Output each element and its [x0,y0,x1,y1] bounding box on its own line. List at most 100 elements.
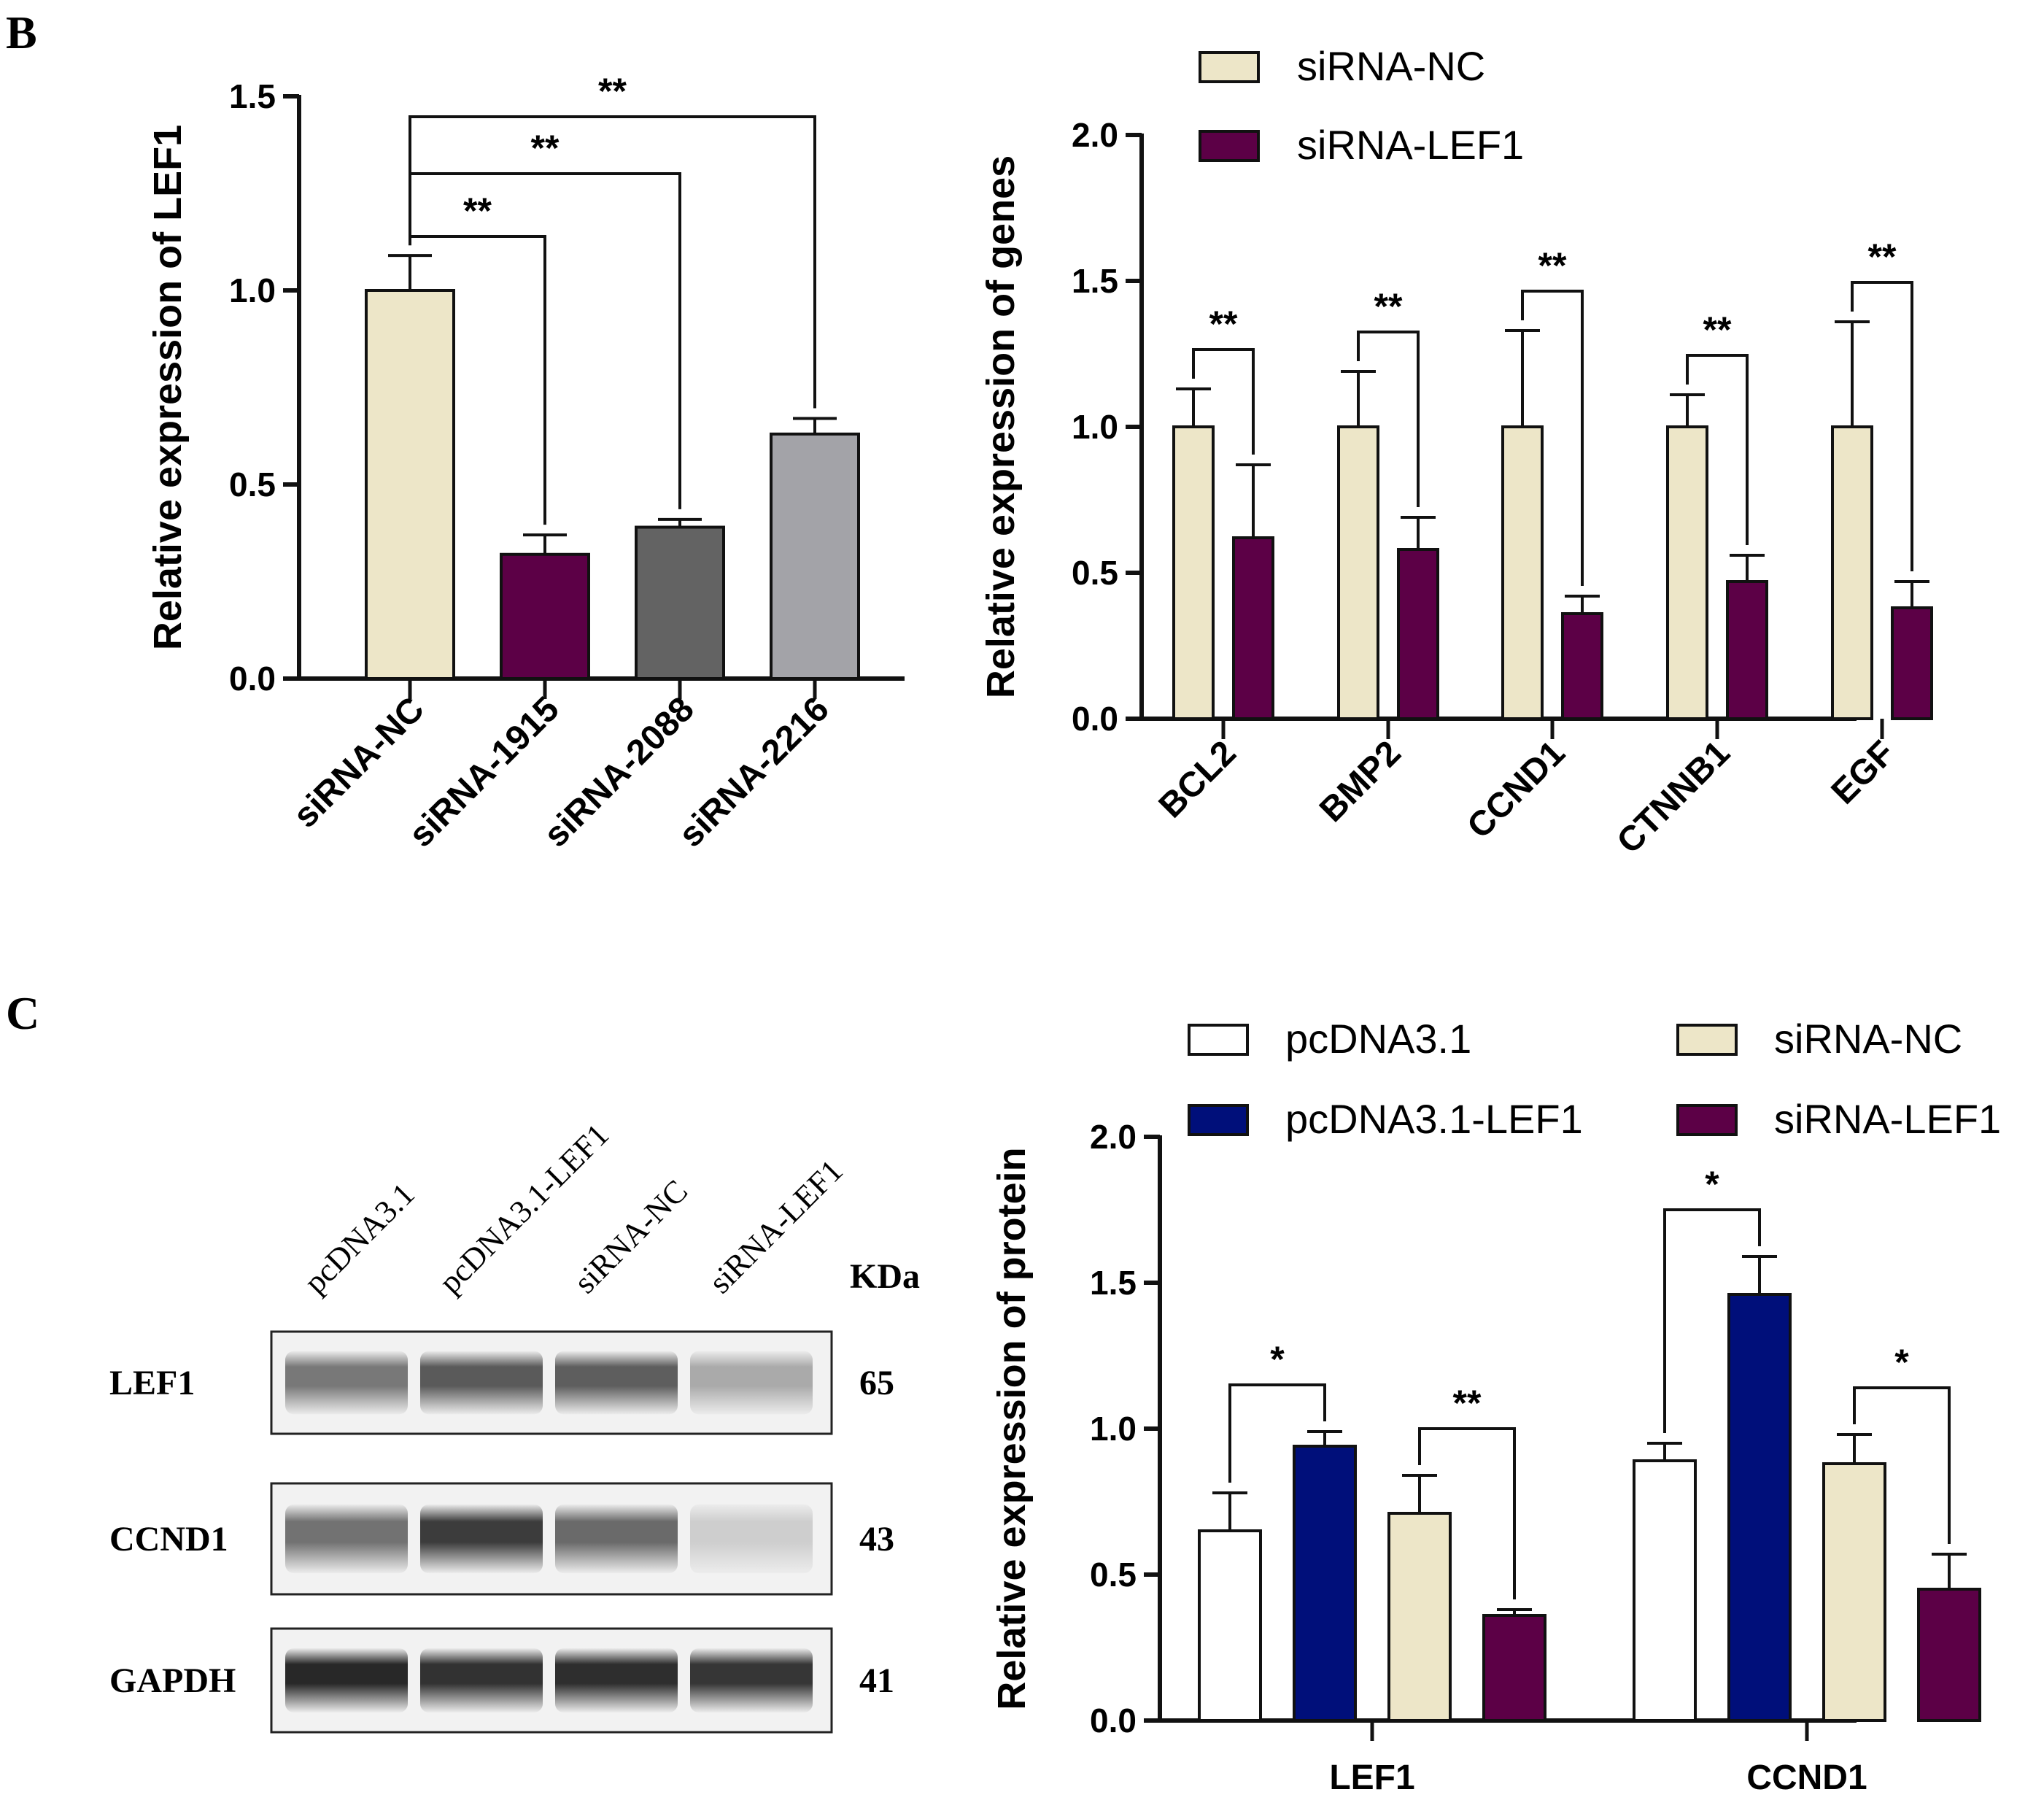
protein-significance-bracket [1853,1386,1951,1544]
panel-letter-b: B [6,7,37,58]
genes-bar-BCL2-siRNA-NC [1172,425,1215,720]
genes-bar-EGF-siRNA-LEF1 [1891,606,1933,720]
chart-target-genes: 0.0 0.5 1.0 1.5 2.0 Relative expression of ge… [979,43,1933,861]
lef1-bar-siRNA-1915 [500,552,590,681]
blot-band-GAPDH [690,1648,813,1713]
blot-row-label: GAPDH [109,1661,236,1700]
genes-bar-CCND1-siRNA-LEF1 [1561,612,1603,720]
genes-significance-bracket [1357,331,1420,507]
protein-significance-label: ** [1453,1383,1482,1424]
genes-bar-EGF-siRNA-NC [1831,425,1873,720]
genes-x-tick-label: BMP2 [1312,733,1409,830]
genes-significance-label: ** [1538,245,1567,286]
genes-bar-CTNNB1-siRNA-LEF1 [1726,580,1768,720]
protein-bar-CCND1-pcDNA3.1-LEF1 [1727,1293,1792,1722]
blot-band-CCND1 [555,1504,678,1574]
lef1-y-tick-label: 0.5 [229,466,276,503]
blot-band-LEF1 [285,1351,408,1415]
protein-bar-CCND1-siRNA-NC [1822,1462,1886,1722]
protein-y-tick-label: 1.0 [1090,1410,1137,1448]
lef1-x-tick-label: siRNA-NC [286,690,432,835]
genes-legend-swatch [1199,51,1260,83]
protein-y-tick-label: 1.5 [1090,1264,1137,1302]
panel-letter-c: C [6,987,39,1039]
lef1-significance-label: ** [598,71,627,112]
lef1-significance-label: ** [463,190,492,231]
blot-kda-value: 41 [859,1661,894,1700]
genes-legend-swatch [1199,130,1260,162]
chart-lef1-knockdown: 0.0 0.5 1.0 1.5 Relative expression of LEF1 s… [146,71,905,854]
genes-significance-label: ** [1703,309,1732,350]
genes-y-tick-label: 0.0 [1072,700,1118,738]
genes-y-axis-title: Relative expression of genes [979,155,1023,698]
protein-x-tick-label: LEF1 [1329,1758,1414,1797]
protein-legend-label: siRNA-LEF1 [1774,1096,2001,1142]
blot-lane-label: siRNA-NC [567,1173,694,1300]
protein-significance-label: * [1705,1164,1719,1205]
blot-kda-header: KDa [850,1257,920,1296]
protein-significance-label: * [1894,1342,1909,1383]
blot-band-GAPDH [420,1648,543,1713]
genes-bar-BMP2-siRNA-NC [1337,425,1379,720]
genes-bar-CCND1-siRNA-NC [1501,425,1544,720]
blot-kda-value: 43 [859,1520,894,1559]
protein-significance-bracket [1418,1427,1516,1599]
genes-x-tick-label: CTNNB1 [1610,733,1738,861]
genes-bar-BCL2-siRNA-LEF1 [1232,536,1274,720]
protein-significance-bracket [1663,1208,1761,1433]
genes-bar-BMP2-siRNA-LEF1 [1397,548,1439,720]
blot-band-CCND1 [420,1504,543,1574]
protein-y-tick-label: 0.0 [1090,1702,1137,1739]
genes-significance-bracket [1851,281,1913,571]
protein-significance-bracket [1228,1383,1326,1483]
genes-significance-bracket [1192,348,1255,455]
blot-lane-label: pcDNA3.1 [297,1176,421,1300]
lef1-bar-siRNA-2216 [770,432,860,681]
lef1-y-axis-title: Relative expression of LEF1 [146,125,190,650]
genes-significance-label: ** [1374,286,1403,327]
lef1-significance-bracket [409,115,816,409]
protein-y-axis-title: Relative expression of protein [990,1147,1034,1710]
protein-y-tick-label: 2.0 [1090,1118,1137,1156]
blot-band-LEF1 [690,1351,813,1415]
genes-y-tick-label: 1.0 [1072,408,1118,446]
protein-bar-LEF1-siRNA-NC [1387,1512,1452,1722]
blot-band-CCND1 [690,1504,813,1574]
blot-band-GAPDH [285,1648,408,1713]
protein-bar-CCND1-siRNA-LEF1 [1917,1588,1981,1722]
blot-lane-label: siRNA-LEF1 [702,1153,849,1300]
lef1-bar-siRNA-2088 [635,525,725,681]
genes-significance-label: ** [1209,304,1238,344]
protein-legend-swatch [1676,1024,1738,1056]
blot-row-label: CCND1 [109,1520,228,1559]
blot-band-LEF1 [420,1351,543,1415]
protein-bar-CCND1-pcDNA3.1 [1633,1459,1697,1722]
protein-legend-swatch [1188,1024,1249,1056]
protein-bar-LEF1-siRNA-LEF1 [1482,1614,1546,1722]
genes-significance-label: ** [1868,236,1897,277]
blot-row-label: LEF1 [109,1364,195,1402]
protein-legend-swatch [1188,1104,1249,1136]
genes-x-tick-label: BCL2 [1152,733,1244,825]
protein-legend-label: pcDNA3.1 [1285,1016,1471,1062]
genes-legend-label: siRNA-LEF1 [1297,122,1524,168]
blot-band-GAPDH [555,1648,678,1713]
protein-legend-label: siRNA-NC [1774,1016,1962,1062]
protein-x-tick-label: CCND1 [1746,1758,1867,1797]
genes-y-tick-label: 2.0 [1072,116,1118,154]
genes-bar-CTNNB1-siRNA-NC [1666,425,1708,720]
chart-protein: 0.0 0.5 1.0 1.5 2.0 Relative expression of pr… [990,1016,2001,1797]
genes-x-tick-label: EGF [1824,733,1902,811]
protein-bar-LEF1-pcDNA3.1 [1198,1529,1262,1722]
lef1-y-tick-label: 1.0 [229,271,276,309]
genes-legend-label: siRNA-NC [1297,43,1485,89]
blot-band-CCND1 [285,1504,408,1574]
genes-y-tick-label: 1.5 [1072,262,1118,300]
protein-legend-label: pcDNA3.1-LEF1 [1285,1096,1583,1142]
protein-bar-LEF1-pcDNA3.1-LEF1 [1293,1445,1357,1722]
genes-y-tick-label: 0.5 [1072,554,1118,592]
protein-y-tick-label: 0.5 [1090,1556,1137,1594]
lef1-bar-siRNA-NC [365,289,455,680]
